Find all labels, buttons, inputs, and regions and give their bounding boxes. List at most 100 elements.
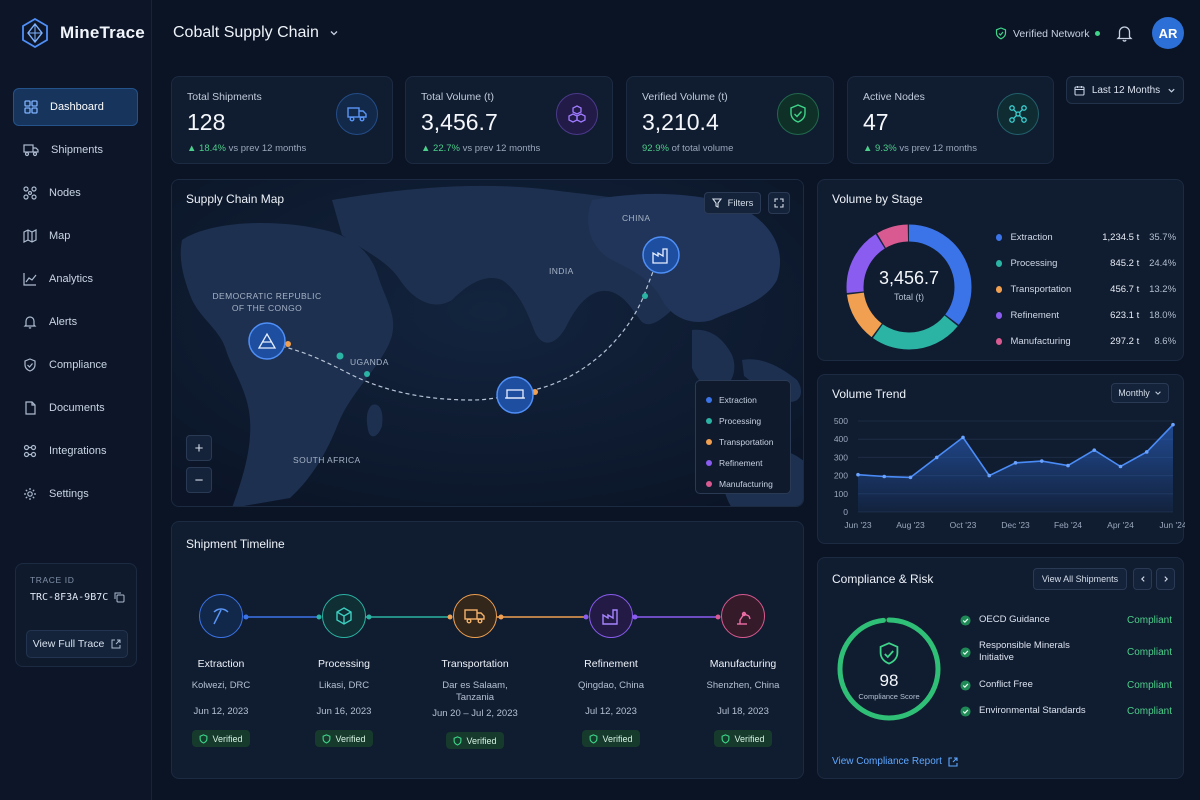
x-tick-label: Jun '24 bbox=[1159, 520, 1185, 530]
compliance-item-status: Compliant bbox=[1126, 614, 1172, 626]
map-title: Supply Chain Map bbox=[186, 192, 285, 206]
sidebar-item-documents[interactable]: Documents bbox=[13, 389, 138, 427]
sidebar-item-label: Integrations bbox=[49, 445, 107, 457]
supply-chain-selector[interactable]: Cobalt Supply Chain bbox=[173, 24, 339, 42]
sidebar-item-label: Dashboard bbox=[50, 101, 104, 113]
legend-item: Processing bbox=[706, 410, 790, 431]
kpi-delta-suffix: vs prev 12 months bbox=[228, 143, 307, 154]
trend-point[interactable] bbox=[1118, 464, 1123, 469]
stage-row: Extraction 1,234.5 t 35.7% bbox=[996, 224, 1176, 250]
kpi-value: 47 bbox=[863, 109, 889, 135]
trend-point[interactable] bbox=[1066, 463, 1070, 468]
sidebar-item-shipments[interactable]: Shipments bbox=[13, 131, 138, 169]
trend-point[interactable] bbox=[987, 473, 992, 478]
compliance-title: Compliance & Risk bbox=[832, 572, 934, 586]
view-compliance-report-link[interactable]: View Compliance Report bbox=[832, 756, 958, 767]
prev-button[interactable] bbox=[1133, 568, 1152, 590]
donut-slice-processing[interactable] bbox=[846, 224, 972, 350]
trend-point[interactable] bbox=[856, 472, 860, 477]
sidebar-item-map[interactable]: Map bbox=[13, 217, 138, 255]
app-logo[interactable]: MineTrace bbox=[22, 18, 145, 48]
check-circle-icon bbox=[960, 614, 971, 626]
sidebar-item-label: Nodes bbox=[49, 187, 81, 199]
route-point bbox=[336, 352, 344, 360]
world-map[interactable] bbox=[172, 180, 804, 507]
y-tick-label: 100 bbox=[834, 489, 848, 499]
y-tick-label: 300 bbox=[834, 452, 848, 462]
timeline-stage-refinement[interactable]: Refinement Qingdao, China Jul 12, 2023 V… bbox=[551, 658, 671, 747]
sidebar-item-dashboard[interactable]: Dashboard bbox=[13, 88, 138, 126]
kpi-delta-value: 18.4% bbox=[199, 143, 226, 154]
shield-check-icon bbox=[454, 735, 462, 746]
trend-point[interactable] bbox=[1039, 459, 1044, 463]
donut-legend: Extraction 1,234.5 t 35.7% Processing 845.2… bbox=[996, 224, 1176, 354]
map-label-south-africa: SOUTH AFRICA bbox=[293, 455, 361, 465]
check-circle-icon bbox=[960, 705, 971, 717]
donut-slice-extraction[interactable] bbox=[846, 224, 972, 350]
external-link-icon bbox=[111, 639, 121, 649]
trend-point[interactable] bbox=[908, 475, 913, 480]
kpi-delta-value: 92.9% bbox=[642, 143, 669, 154]
granularity-dropdown[interactable]: Monthly bbox=[1111, 383, 1169, 403]
timeline-stage-processing[interactable]: Processing Likasi, DRC Jun 16, 2023 Veri… bbox=[284, 658, 404, 747]
trace-id-text: TRC-8F3A-9B7C bbox=[30, 592, 109, 603]
sidebar-item-settings[interactable]: Settings bbox=[13, 475, 138, 513]
truck-icon bbox=[464, 609, 485, 624]
y-tick-label: 500 bbox=[834, 416, 848, 426]
view-full-trace-button[interactable]: View Full Trace bbox=[26, 630, 128, 658]
filter-icon bbox=[711, 198, 722, 208]
view-all-shipments-button[interactable]: View All Shipments bbox=[1033, 568, 1127, 590]
next-button[interactable] bbox=[1156, 568, 1175, 590]
stage-pct: 24.4% bbox=[1149, 257, 1177, 269]
timeline-stage-manufacturing[interactable]: Manufacturing Shenzhen, China Jul 18, 20… bbox=[683, 658, 803, 747]
zoom-in-button[interactable]: + bbox=[186, 435, 212, 461]
cubes-icon bbox=[556, 93, 598, 135]
x-tick-label: Feb '24 bbox=[1054, 520, 1082, 530]
stage-name: Refinement bbox=[584, 658, 638, 670]
stage-row: Processing 845.2 t 24.4% bbox=[996, 250, 1176, 276]
map-filters-button[interactable]: Filters bbox=[704, 192, 761, 214]
sidebar-item-nodes[interactable]: Nodes bbox=[13, 174, 138, 212]
timeline-stage-transportation[interactable]: Transportation Dar es Salaam, Tanzania J… bbox=[415, 658, 535, 749]
trend-point[interactable] bbox=[1171, 422, 1175, 427]
x-tick-label: Oct '23 bbox=[950, 520, 977, 530]
y-tick-label: 200 bbox=[834, 471, 848, 481]
madagascar bbox=[366, 404, 383, 437]
map-fullscreen-button[interactable] bbox=[768, 192, 790, 214]
robot-arm-icon bbox=[737, 611, 751, 625]
trend-point[interactable] bbox=[934, 455, 939, 460]
kpi-title: Total Shipments bbox=[187, 91, 262, 103]
zoom-out-button[interactable]: − bbox=[186, 467, 212, 493]
sidebar-item-compliance[interactable]: Compliance bbox=[13, 346, 138, 384]
trend-point[interactable] bbox=[882, 474, 887, 479]
chevron-left-icon bbox=[1140, 576, 1145, 582]
kpi-value: 3,210.4 bbox=[642, 109, 719, 135]
kpi-delta-suffix: vs prev 12 months bbox=[899, 143, 977, 154]
stage-date: Jun 20 – Jul 2, 2023 bbox=[432, 708, 518, 719]
date-range-dropdown[interactable]: Last 12 Months bbox=[1066, 76, 1184, 104]
sidebar-item-alerts[interactable]: Alerts bbox=[13, 303, 138, 341]
kpi-title: Active Nodes bbox=[863, 91, 925, 103]
trend-point[interactable] bbox=[961, 435, 965, 440]
map-label-uganda: UGANDA bbox=[350, 357, 389, 367]
sidebar-item-analytics[interactable]: Analytics bbox=[13, 260, 138, 298]
legend-item: Transportation bbox=[706, 431, 790, 452]
donut-slice-refinement[interactable] bbox=[846, 224, 972, 350]
trend-point[interactable] bbox=[1013, 461, 1018, 465]
stage-location: Dar es Salaam, Tanzania bbox=[442, 680, 508, 703]
trend-point[interactable] bbox=[1144, 450, 1149, 454]
chevron-down-icon bbox=[330, 31, 338, 36]
legend-label: Manufacturing bbox=[719, 478, 773, 489]
sidebar-item-integrations[interactable]: Integrations bbox=[13, 432, 138, 470]
trend-point[interactable] bbox=[1092, 448, 1097, 452]
timeline-stage-extraction[interactable]: Extraction Kolwezi, DRC Jun 12, 2023 Ver… bbox=[161, 658, 281, 747]
legend-dot bbox=[706, 438, 712, 445]
user-avatar[interactable]: AR bbox=[1152, 17, 1184, 49]
notifications-bell-icon[interactable] bbox=[1116, 24, 1133, 42]
compliance-item-label: Responsible Minerals Initiative bbox=[979, 640, 1070, 663]
verified-label: Verified bbox=[602, 733, 633, 744]
copy-icon[interactable] bbox=[114, 592, 125, 603]
shield-check-icon bbox=[879, 642, 899, 665]
stage-name: Extraction bbox=[1010, 231, 1053, 243]
compliance-risk-panel: Compliance & Risk View All Shipments 98 … bbox=[817, 557, 1184, 779]
